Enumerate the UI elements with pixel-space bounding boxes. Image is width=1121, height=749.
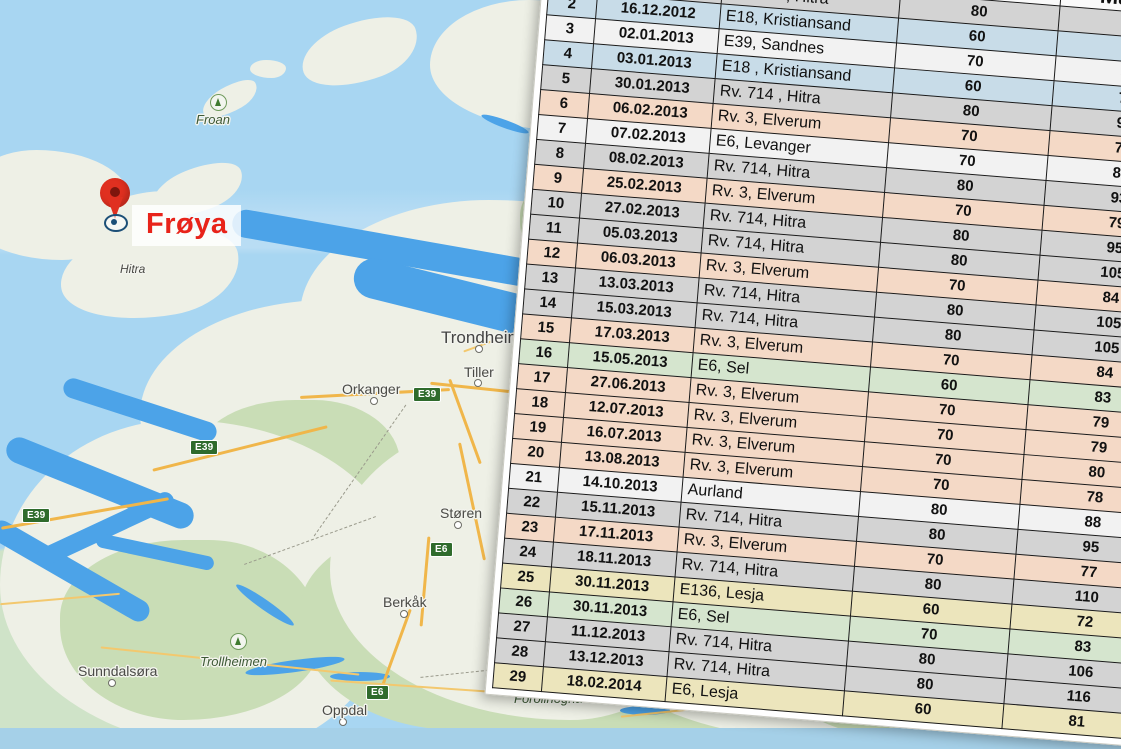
cell-nr: 5 [540, 64, 592, 94]
cell-nr: 16 [518, 338, 570, 368]
cell-nr: 15 [520, 313, 572, 343]
cell-nr: 22 [506, 488, 558, 518]
cell-nr: 7 [536, 114, 588, 144]
map-label-tiller: Tiller [464, 364, 494, 380]
map-label-sunndals-ra: Sunndalsøra [78, 663, 158, 679]
cell-nr: 25 [500, 563, 552, 592]
map-label-trondheim: Trondheim [441, 328, 522, 347]
city-dot-icon [454, 521, 462, 529]
city-dot-icon [108, 679, 116, 687]
cell-nr: 11 [528, 214, 580, 244]
park-marker-icon [230, 633, 247, 650]
lake [620, 706, 670, 715]
city-dot-icon [370, 397, 378, 405]
table-body: 114.12.2012Rv. 714 , Hitra8093216.12.201… [492, 0, 1121, 741]
cell-nr: 8 [534, 139, 586, 169]
cell-nr: 19 [512, 413, 564, 443]
cell-nr: 17 [516, 363, 568, 393]
cell-nr: 21 [508, 463, 560, 493]
map-pin-marker[interactable] [100, 178, 130, 232]
city-dot-icon [400, 610, 408, 618]
city-dot-icon [474, 379, 482, 387]
map-label-froan: Froan [196, 112, 230, 127]
cell-nr: 18 [514, 388, 566, 418]
road-shield-e6: E6 [366, 685, 389, 700]
road-shield-e6: E6 [430, 542, 453, 557]
map-label-st-ren: Støren [440, 505, 483, 521]
marker-label-froya: Frøya [132, 205, 242, 246]
cell-nr: 23 [504, 513, 556, 543]
cell-nr: 29 [492, 662, 543, 692]
cell-nr: 13 [524, 264, 576, 293]
city-dot-icon [339, 718, 347, 726]
speeding-records-table: Nr. Dato Sted Fartsgrense Målt til 114.1… [492, 0, 1121, 741]
landmass [250, 60, 286, 78]
marker-label-text: Frøya [146, 208, 228, 240]
forest-area [60, 540, 320, 720]
city-dot-icon [475, 345, 483, 353]
map-label-berk-k: Berkåk [383, 594, 427, 610]
cell-nr: 3 [544, 14, 596, 44]
cell-nr: 14 [522, 288, 574, 318]
map-label-trollheimen: Trollheimen [200, 654, 267, 669]
cell-nr: 27 [496, 612, 548, 642]
cell-nr: 24 [502, 538, 554, 567]
map-label-orkanger: Orkanger [342, 381, 401, 397]
cell-nr: 28 [494, 637, 545, 667]
cell-nr: 10 [530, 189, 582, 219]
cell-nr: 9 [532, 164, 584, 194]
map-pin-red-icon [100, 178, 130, 232]
cell-nr: 4 [542, 39, 594, 69]
road-shield-e39: E39 [190, 440, 219, 455]
road-shield-e39: E39 [413, 387, 442, 402]
map-label-hitra: Hitra [120, 262, 146, 276]
cell-nr: 6 [538, 89, 590, 119]
lake [330, 672, 390, 681]
cell-nr: 20 [510, 438, 562, 468]
cell-nr: 26 [498, 587, 550, 617]
speeding-records-table-overlay[interactable]: Nr. Dato Sted Fartsgrense Målt til 114.1… [484, 0, 1121, 749]
cell-nr: 12 [526, 239, 578, 268]
park-marker-icon [210, 94, 227, 111]
road-shield-e39: E39 [22, 508, 51, 523]
map-label-oppdal: Oppdal [322, 702, 368, 718]
